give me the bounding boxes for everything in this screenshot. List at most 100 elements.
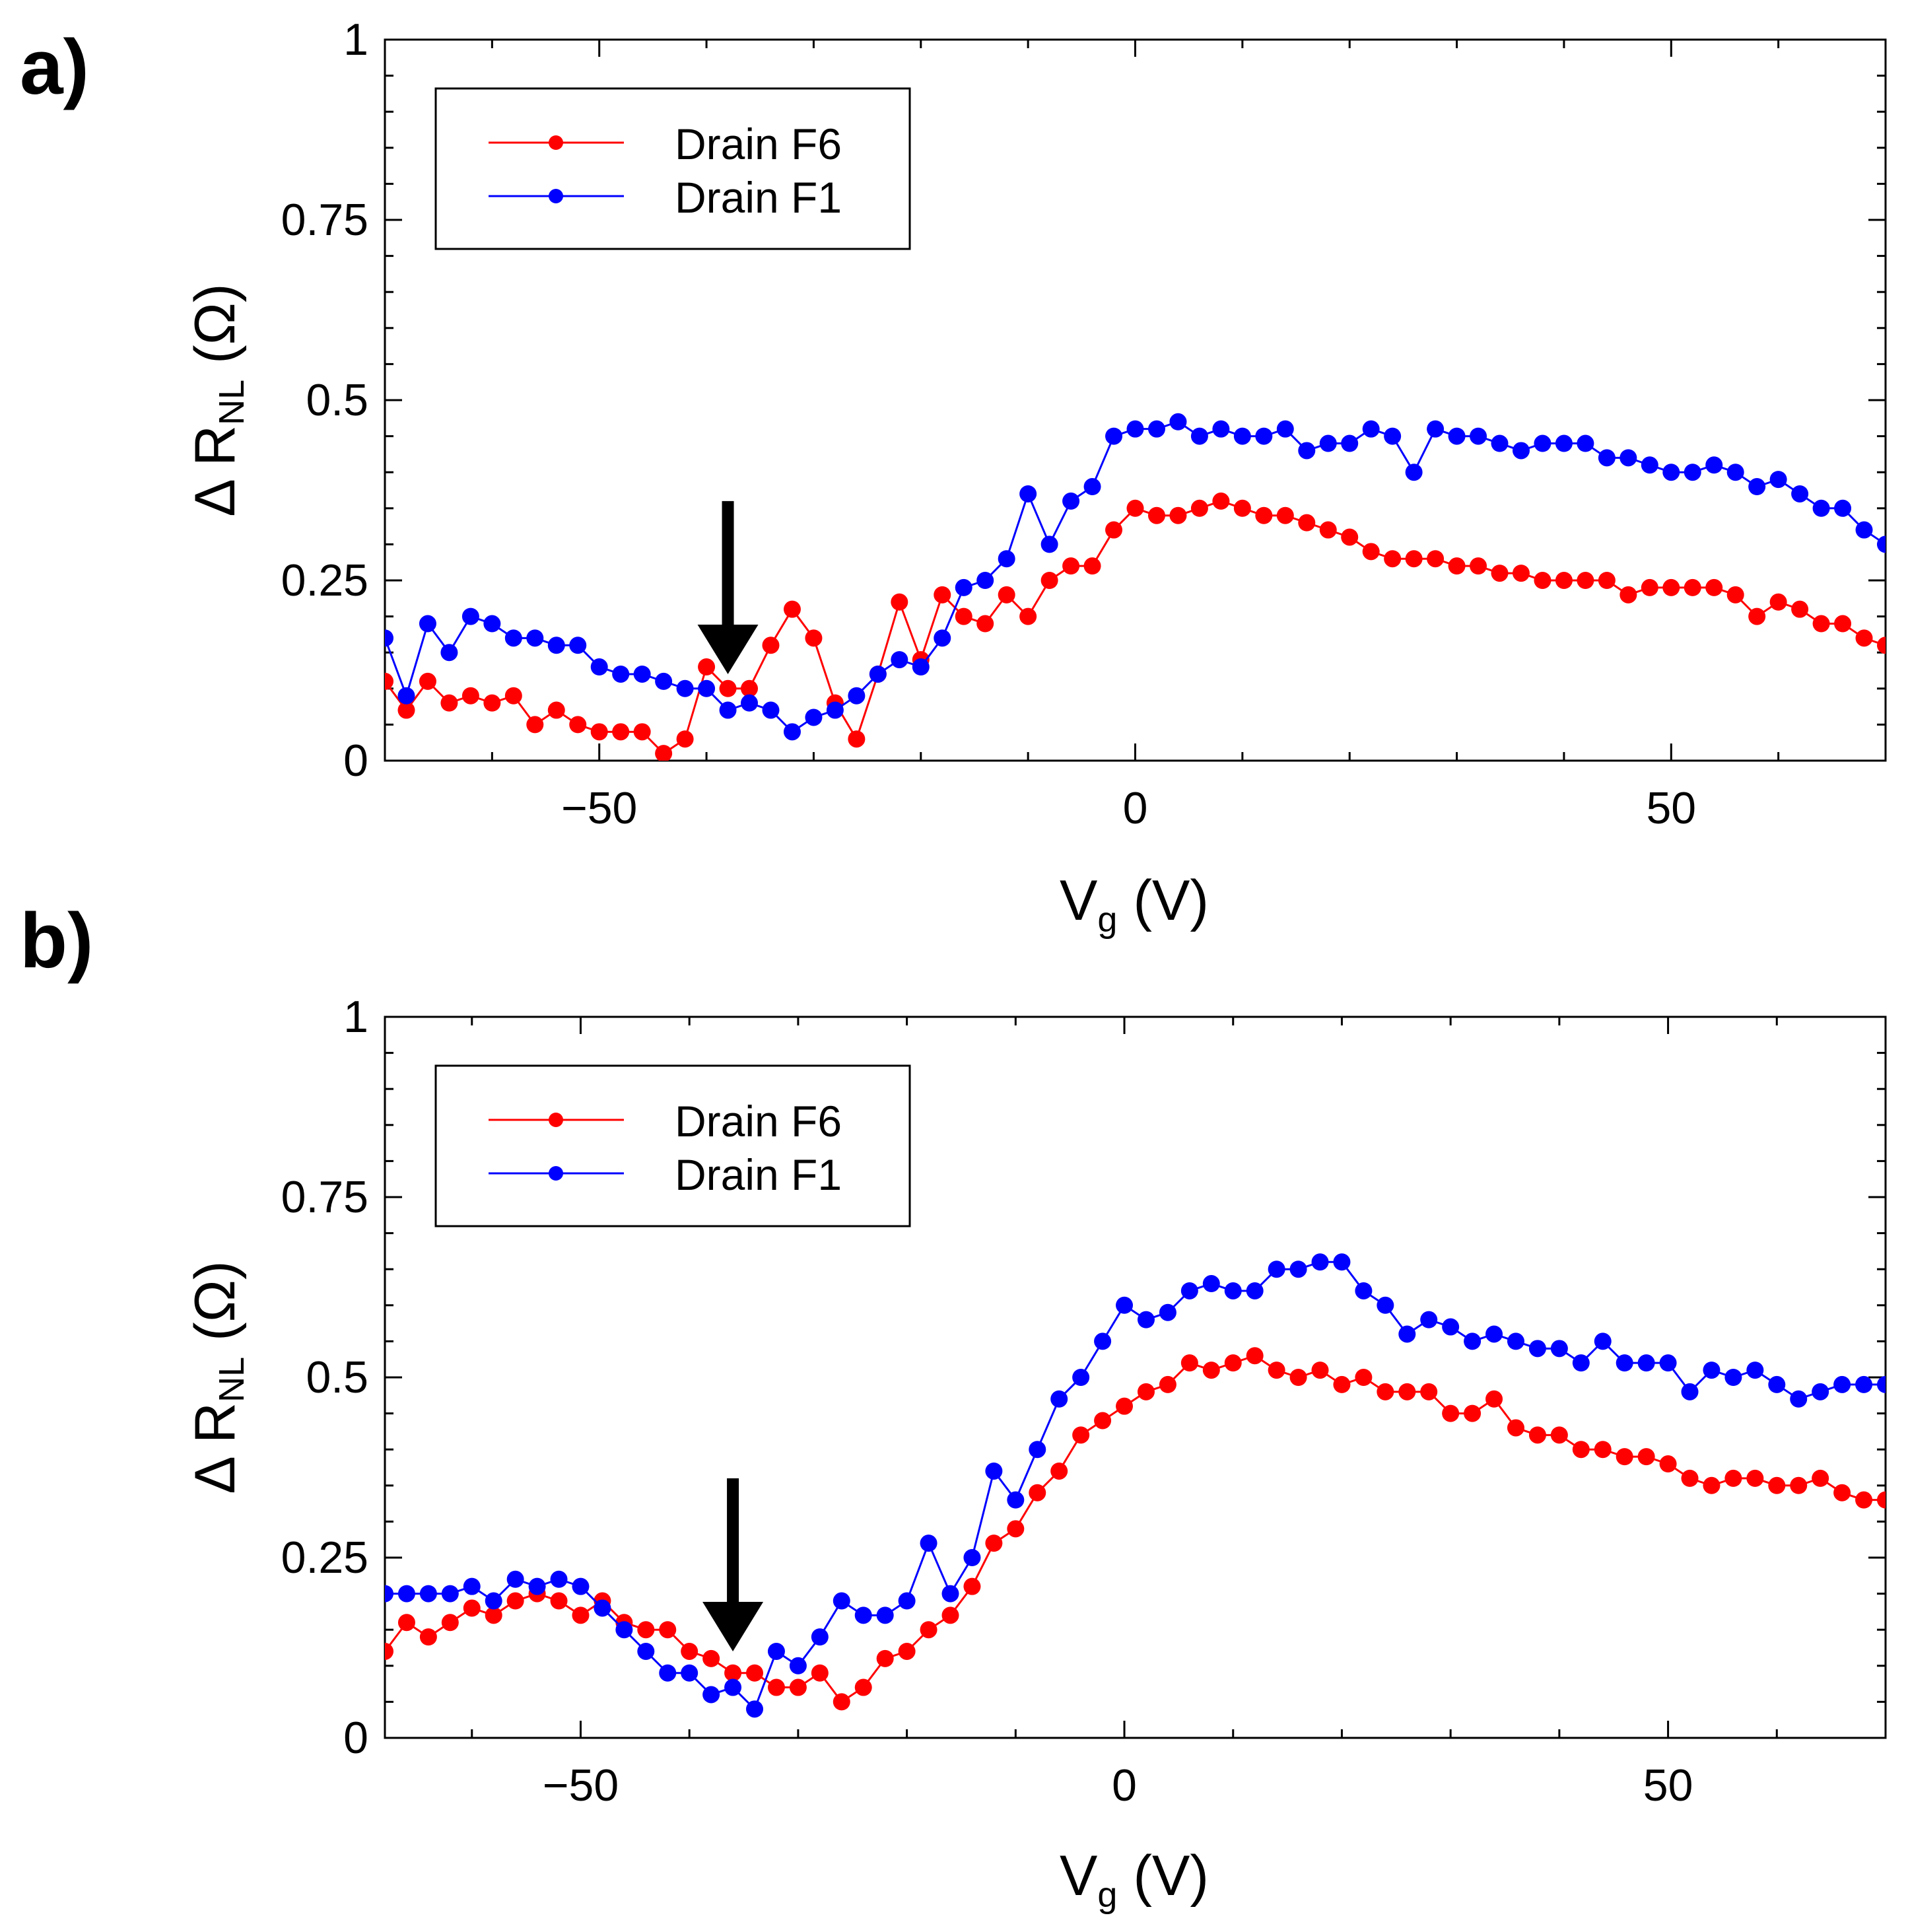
data-point-drain-f6 bbox=[681, 1642, 698, 1660]
data-point-drain-f1 bbox=[485, 1592, 502, 1610]
ticks bbox=[385, 1016, 1887, 1739]
data-point-drain-f1 bbox=[702, 1686, 720, 1704]
data-point-drain-f1 bbox=[1448, 427, 1466, 445]
series-drain-f1 bbox=[385, 1253, 1886, 1718]
y-tick-label: 0 bbox=[343, 1713, 368, 1763]
legend-entry-drain-f6: Drain F6 bbox=[489, 1097, 842, 1146]
data-point-drain-f1 bbox=[1180, 1282, 1198, 1299]
data-point-drain-f1 bbox=[891, 651, 908, 669]
legend-label-drain-f6: Drain F6 bbox=[675, 1097, 842, 1146]
data-point-drain-f6 bbox=[1384, 550, 1402, 568]
data-point-drain-f6 bbox=[1159, 1375, 1176, 1393]
legend-marker-drain-f1 bbox=[549, 1166, 563, 1181]
data-point-drain-f1 bbox=[1662, 464, 1680, 481]
legend: Drain F6 Drain F1 bbox=[434, 1064, 911, 1227]
data-point-drain-f6 bbox=[941, 1606, 959, 1624]
data-point-drain-f6 bbox=[461, 687, 479, 705]
data-point-drain-f1 bbox=[633, 665, 651, 683]
data-point-drain-f1 bbox=[746, 1700, 764, 1718]
data-point-drain-f1 bbox=[612, 665, 630, 683]
data-point-drain-f1 bbox=[504, 629, 522, 647]
data-point-drain-f6 bbox=[1555, 572, 1573, 589]
data-point-drain-f6 bbox=[783, 600, 801, 618]
data-point-drain-f6 bbox=[1062, 557, 1080, 575]
data-point-drain-f1 bbox=[1224, 1282, 1242, 1299]
data-point-drain-f1 bbox=[528, 1577, 546, 1595]
data-point-drain-f1 bbox=[805, 708, 823, 726]
data-point-drain-f6 bbox=[1812, 1469, 1829, 1487]
data-point-drain-f6 bbox=[1072, 1426, 1090, 1444]
data-point-drain-f1 bbox=[1384, 427, 1402, 445]
x-tick-label: −50 bbox=[543, 1760, 619, 1811]
data-point-drain-f1 bbox=[385, 1585, 393, 1603]
data-point-drain-f6 bbox=[1641, 578, 1658, 596]
data-point-drain-f6 bbox=[1255, 506, 1273, 524]
data-point-drain-f6 bbox=[676, 730, 694, 748]
x-tick-label: 0 bbox=[1112, 1760, 1137, 1811]
data-point-drain-f6 bbox=[1105, 521, 1123, 539]
data-point-drain-f1 bbox=[998, 550, 1015, 568]
data-point-drain-f6 bbox=[1405, 550, 1423, 568]
y-tick-label: 0.5 bbox=[306, 1352, 368, 1402]
data-point-drain-f6 bbox=[441, 1614, 459, 1632]
data-point-drain-f1 bbox=[848, 687, 866, 705]
data-point-drain-f1 bbox=[1212, 420, 1230, 438]
data-point-drain-f1 bbox=[826, 701, 844, 719]
data-point-drain-f6 bbox=[833, 1693, 850, 1711]
data-point-drain-f1 bbox=[440, 644, 458, 662]
legend-entry-drain-f6: Drain F6 bbox=[489, 120, 842, 168]
data-point-drain-f6 bbox=[1598, 572, 1616, 589]
data-point-drain-f6 bbox=[1224, 1354, 1242, 1372]
data-point-drain-f6 bbox=[1768, 1476, 1786, 1494]
y-tick-label: 0.75 bbox=[281, 1172, 368, 1222]
data-point-drain-f6 bbox=[1662, 578, 1680, 596]
data-point-drain-f6 bbox=[397, 701, 415, 719]
data-point-drain-f1 bbox=[1083, 478, 1101, 496]
data-point-drain-f6 bbox=[1180, 1354, 1198, 1372]
x-tick-labels: −50 0 50 bbox=[543, 1760, 1693, 1811]
data-point-drain-f6 bbox=[419, 672, 436, 690]
data-point-drain-f6 bbox=[1311, 1362, 1329, 1379]
data-point-drain-f1 bbox=[419, 1585, 437, 1603]
data-point-drain-f1 bbox=[550, 1570, 568, 1588]
data-point-drain-f1 bbox=[1137, 1311, 1155, 1328]
data-point-drain-f1 bbox=[963, 1549, 981, 1566]
data-point-drain-f1 bbox=[941, 1585, 959, 1603]
data-point-drain-f1 bbox=[441, 1585, 459, 1603]
panel-label: a) bbox=[20, 24, 89, 111]
data-point-drain-f1 bbox=[1705, 456, 1723, 474]
data-point-drain-f1 bbox=[767, 1642, 785, 1660]
data-point-drain-f6 bbox=[1448, 557, 1466, 575]
data-point-drain-f1 bbox=[1534, 434, 1551, 452]
data-point-drain-f6 bbox=[1083, 557, 1101, 575]
data-point-drain-f6 bbox=[1169, 506, 1187, 524]
data-point-drain-f1 bbox=[1598, 449, 1616, 467]
data-point-drain-f1 bbox=[1298, 442, 1316, 460]
data-point-drain-f1 bbox=[1724, 1369, 1742, 1386]
data-point-drain-f1 bbox=[1116, 1296, 1134, 1314]
data-point-drain-f1 bbox=[783, 723, 801, 741]
legend-entry-drain-f1: Drain F1 bbox=[489, 1150, 842, 1199]
data-point-drain-f6 bbox=[637, 1621, 655, 1639]
x-tick-labels: −50 0 50 bbox=[561, 783, 1696, 833]
data-point-drain-f1 bbox=[1555, 434, 1573, 452]
legend-label-drain-f1: Drain F1 bbox=[675, 173, 842, 222]
data-point-drain-f6 bbox=[1268, 1362, 1285, 1379]
data-point-drain-f6 bbox=[485, 1606, 502, 1624]
data-point-drain-f6 bbox=[1855, 629, 1873, 647]
plot-area bbox=[384, 1016, 1887, 1739]
data-point-drain-f1 bbox=[1703, 1362, 1721, 1379]
data-point-drain-f6 bbox=[1550, 1426, 1568, 1444]
data-point-drain-f1 bbox=[1507, 1332, 1524, 1350]
y-tick-label: 1 bbox=[343, 992, 368, 1042]
legend-marker-drain-f1 bbox=[549, 189, 563, 203]
data-point-drain-f6 bbox=[934, 586, 951, 604]
x-axis-label: Vg (V) bbox=[1060, 1844, 1209, 1915]
data-point-drain-f6 bbox=[876, 1649, 894, 1667]
data-point-drain-f1 bbox=[741, 694, 759, 712]
data-point-drain-f1 bbox=[1812, 1383, 1829, 1400]
data-point-drain-f1 bbox=[1029, 1441, 1046, 1459]
data-point-drain-f6 bbox=[397, 1614, 415, 1632]
data-point-drain-f6 bbox=[963, 1577, 981, 1595]
